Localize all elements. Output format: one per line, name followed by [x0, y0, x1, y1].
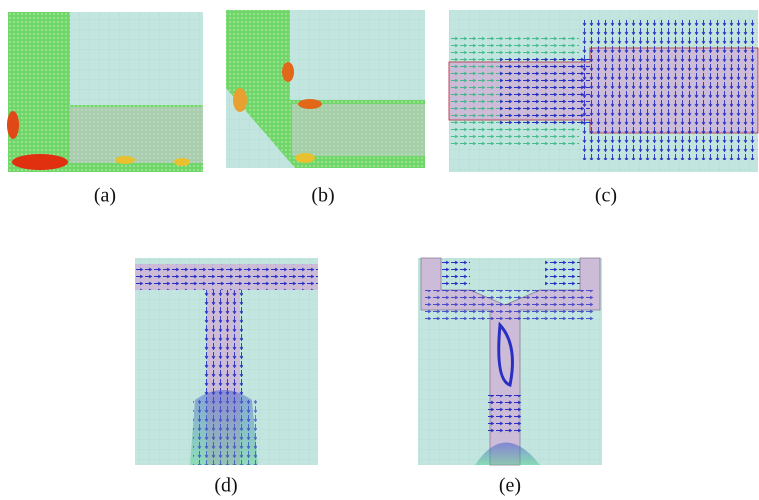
panel-c-image	[449, 10, 758, 172]
figure: (a) (b) (c) (d) (e)	[0, 0, 759, 500]
panel-label: (b)	[311, 185, 334, 207]
panel-label: (a)	[94, 185, 116, 207]
panel-a-image	[7, 12, 203, 172]
panel-b-image	[226, 10, 425, 168]
panel-d-image	[135, 258, 318, 465]
panel-label: (e)	[499, 475, 521, 497]
panel-label: (d)	[214, 475, 237, 497]
panel-e-image	[418, 258, 602, 465]
panel-label: (c)	[595, 185, 617, 207]
